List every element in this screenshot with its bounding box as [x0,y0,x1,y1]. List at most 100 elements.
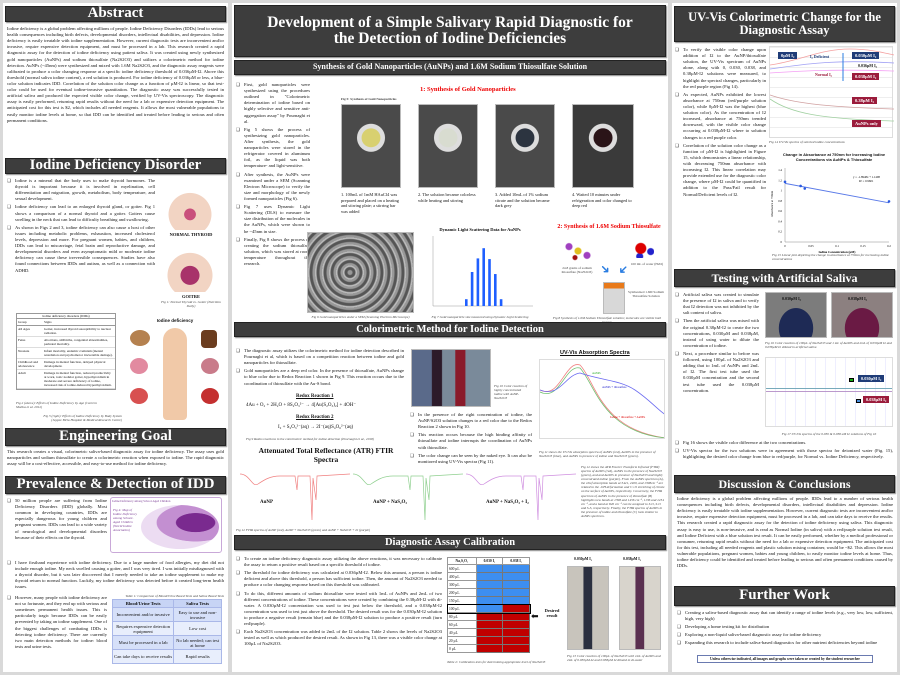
prevalence-list-3: However, many people with iodine deficie… [7,595,107,652]
fig13-caption: Fig 13 Color reaction of 100µL of Na2S2O… [567,654,661,663]
list-item: Each Na2S2O3 concentration was added to … [236,629,442,647]
y-tick-label: 0 [781,240,783,244]
legend-0038: 0.038µM I₂ [863,396,890,403]
desired-result-label: Desired result [544,608,560,618]
spec-label-0036: 0.036µM I₂ [858,63,877,68]
list-item: First, gold nanoparticles were synthesiz… [236,82,310,125]
ftir-spectrum [352,470,464,526]
x-tick-label: 0.2 [887,244,891,248]
list-item: Iodine deficiency can lead to an enlarge… [7,204,155,222]
result-color-cell [475,620,504,629]
table-cell: Goiter, increased thyroid susceptibility… [43,325,115,337]
result-color-cell [502,588,530,597]
table1-caption: Table 1: Comparison of Blood/Urine Based… [125,594,224,598]
result-color-cell [502,580,530,589]
list-item: As expected, AuNPs exhibited the lowest … [675,92,766,141]
table-row: Can take days to receive results Rapid re… [111,649,222,664]
table-cell: Can take days to receive results [111,649,175,664]
synthesis-step-text: 4. Waited 10 minutes under refrigeration… [572,192,632,209]
uvvis-heading: UV-Vis Colorimetric Change for the Diagn… [674,6,895,42]
result-color-cell [475,604,504,613]
ftir-spectrum [465,470,577,526]
list-item: Correlation of the solution color change… [675,143,766,198]
fig14-caption: Fig 14 UV-Vis spectra of selected iodine… [769,140,845,144]
body-system-figure: Iodine deficiency [125,318,225,423]
list-item: Fig 7 uses Dynamic Light Scattering (DLS… [236,204,310,235]
abstract-heading: Abstract [5,5,226,22]
list-item: Expanding this research to include saliv… [677,640,893,646]
list-item: Artificial saliva was created to simulat… [675,292,759,316]
ftir-label: AuNP [260,500,274,505]
redox2-title: Redox Reaction 2 [296,415,334,420]
redox2-equation: I₂ + S₂O₃²⁻(aq) → 2I⁻(aq)S₄O₆²⁻(aq) [278,425,354,430]
uv-absorption-chart: AuNPs AuNPs + thiosulfate Iodine + thios… [539,359,665,439]
further-work-list: Creating a saliva-based diagnostic assay… [677,610,893,649]
result-color-cell [502,628,530,637]
table-cell: Fetus [17,336,43,348]
fig7-caption: Fig 7 Gold nanoparticle size measured us… [431,315,529,319]
spec-label-0030: 0.030µM I₂ [852,52,880,59]
fig9-caption: Fig 9 Redox reactions in the colorimetri… [246,437,374,441]
step1-title: 1: Synthesis of Gold Nanoparticles [420,86,516,93]
prevalence-heading: Prevalence & Detection of IDD [5,476,226,494]
list-item: Iodine is a mineral that the body uses t… [7,178,155,202]
colorimetric-list-2: In the presence of the right concentrati… [410,412,532,467]
table-cell: 0 µL [447,644,477,653]
fig2-caption: Fig 2 (above): Effects of Iodine Deficie… [16,401,97,410]
list-item: Then the artificial saliva was mixed wit… [675,318,759,349]
table-cell: Damage in mental function, reduced produ… [43,369,115,389]
fig16-caption: Fig 16 Color reaction of 100µL of Na2S2O… [765,341,892,350]
list-item: The color change can be seen by the nake… [410,453,532,465]
idd-age-table: Iodine deficiency disorders (IDDs) Group… [16,313,116,390]
redox1-equation: 4Au + O₂ + 2H₂O + 8S₂O₃²⁻ → 4[Au(S₂O₃)₂]… [246,403,356,408]
fig15-caption: Fig 15 Linear plot depicting the change … [772,253,889,262]
engineering-goal-text: This research creates a visual, colorime… [7,449,224,467]
calibration-list: To create an iodine deficiency diagnosti… [236,556,442,650]
map-title: Iodine Deficiency among School-Aged Chil… [112,499,171,503]
saliva-uv-chart: 0.030µM I₂ 0.038µM I₂ [765,357,893,427]
synthesis-list: First, gold nanoparticles were synthesiz… [236,82,310,269]
list-item: However, many people with iodine deficie… [7,595,107,650]
list-item: The diagnostic assay utilizes the colori… [236,348,404,366]
dls-bar [494,274,497,306]
table-row: 40 µL [447,628,530,637]
table-cell: 40 µL [447,628,477,637]
thiosulfate-label: 24.8 grams of sodium thiosulfate (Na2S2O… [561,266,593,275]
aunp-spectrum-line [540,364,664,438]
y-tick-label: 0.8 [778,199,782,203]
table-cell: 400 µL [447,572,477,581]
result-color-cell [502,636,530,645]
table-row: Must be processed in a lab No lab needed;… [111,635,222,650]
saliva-list: Artificial saliva was created to simulat… [675,292,759,396]
saliva-photo-0038 [831,292,893,338]
list-item: Exploring a non-liquid saliva-based diag… [677,632,893,638]
table-cell: No lab needed; can test at home [173,635,222,650]
list-item: I have firsthand experience with iodine … [7,560,224,591]
fig12-text: Fig 12 shows the ATR Fourier Transform I… [581,465,665,518]
x-tick-label: 0.05 [808,244,814,248]
equation-label: y = -1.8948x + 1.1408 [853,175,880,179]
discussion-heading: Discussion & Conclusions [674,475,895,493]
table-row: 0 µL [447,644,530,653]
y-tick-label: 1 [781,189,783,193]
list-item: To create an iodine deficiency diagnosti… [236,556,442,568]
table-row: 600 µL [447,564,530,573]
calibration-heading: Diagnostic Assay Calibration [234,535,666,550]
result-color-cell [475,572,504,581]
data-point [887,200,891,203]
ftir-label: AuNP + NaS₂O₃ [373,500,407,505]
list-item: To verify the visible color change upon … [675,47,766,90]
saliva-list-wide: Fig 16 shows the visible color differenc… [675,440,893,462]
table-header: Signs [43,319,115,326]
table-row: Requires expensive detection equipment Lo… [111,621,222,636]
table-row: Neonate Infant mortality, endemic cretini… [17,347,115,359]
engineering-goal-heading: Engineering Goal [5,428,226,446]
uv-legend-aunp: AuNPs [592,371,602,375]
table-cell: Rapid results [173,649,222,664]
attribution-note: Unless otherwise indicated, all images a… [697,655,873,663]
data-point [799,184,802,188]
atr-title: Attenuated Total Reflectance (ATR) FTIR … [258,446,394,464]
x-axis-label: Iodine Concentration (µM) [819,250,856,254]
trendline [784,182,890,204]
table-header: 0.030 I₂ [475,557,504,565]
